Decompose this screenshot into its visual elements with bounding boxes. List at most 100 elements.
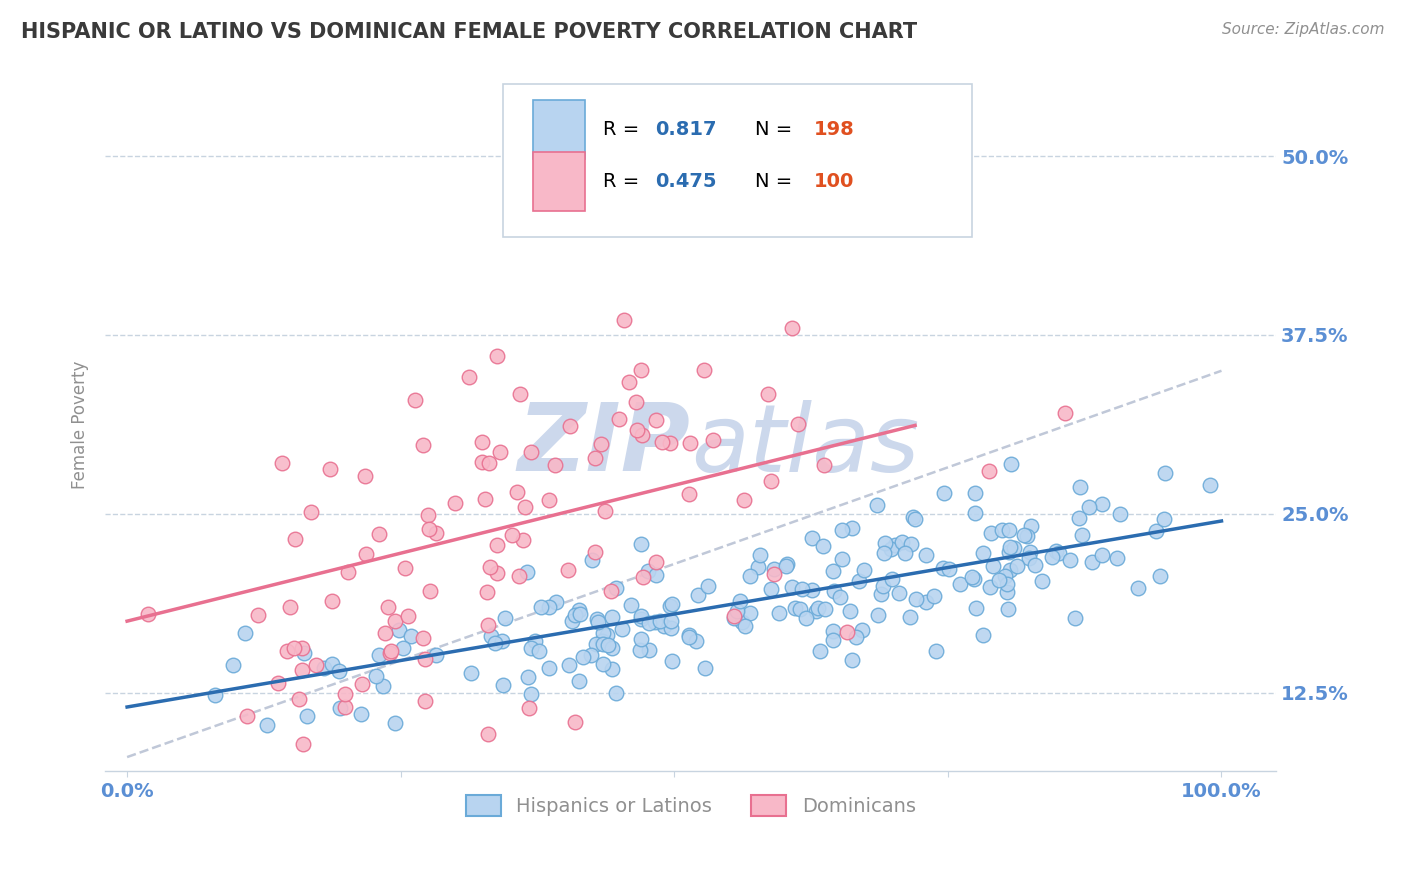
Point [1059, 553, 1081, 567]
Point [297, 708, 319, 723]
Point [236, 709, 259, 723]
Point [564, 607, 586, 622]
Point [371, 679, 394, 693]
Point [291, 738, 314, 752]
Point [512, 533, 534, 547]
Point [564, 714, 586, 729]
Point [291, 664, 314, 678]
Point [312, 661, 335, 675]
Bar [533, 152, 585, 211]
Point [880, 542, 903, 557]
Point [659, 614, 682, 628]
Point [659, 621, 682, 635]
Point [319, 461, 342, 475]
Point [384, 614, 406, 628]
Point [804, 604, 827, 618]
Point [333, 699, 356, 714]
Bar [533, 100, 585, 159]
Point [661, 654, 683, 668]
Text: R =: R = [603, 172, 645, 191]
Point [650, 614, 672, 628]
Point [679, 436, 702, 450]
Point [1149, 568, 1171, 582]
Point [477, 618, 499, 632]
Point [987, 573, 1010, 587]
Point [1069, 480, 1091, 494]
Point [396, 609, 419, 624]
Point [579, 648, 602, 662]
Point [828, 590, 851, 604]
Point [1126, 581, 1149, 595]
Point [329, 701, 352, 715]
Point [278, 599, 301, 614]
Point [221, 658, 243, 673]
Point [845, 630, 868, 644]
Point [1018, 551, 1040, 566]
Point [569, 607, 592, 621]
Point [747, 559, 769, 574]
Point [696, 579, 718, 593]
Text: 0.817: 0.817 [655, 120, 717, 139]
Point [998, 545, 1021, 559]
Point [972, 546, 994, 560]
Text: 0.475: 0.475 [655, 172, 717, 191]
Point [963, 572, 986, 586]
Point [725, 604, 748, 618]
Point [276, 644, 298, 658]
Point [630, 537, 652, 551]
Point [1070, 528, 1092, 542]
Point [1040, 549, 1063, 564]
Point [558, 658, 581, 673]
Point [637, 642, 659, 657]
Point [790, 582, 813, 596]
Point [530, 600, 553, 615]
Point [1107, 550, 1129, 565]
Point [333, 687, 356, 701]
Point [997, 601, 1019, 615]
Point [678, 486, 700, 500]
Point [1015, 529, 1038, 543]
Point [350, 677, 373, 691]
Point [478, 456, 501, 470]
Point [283, 641, 305, 656]
Point [786, 417, 808, 431]
Point [561, 614, 583, 628]
Point [800, 583, 823, 598]
Point [605, 686, 627, 700]
Point [702, 434, 724, 448]
Point [572, 649, 595, 664]
Point [380, 644, 402, 658]
Point [568, 603, 591, 617]
Point [583, 545, 606, 559]
Point [491, 678, 513, 692]
Point [813, 458, 835, 472]
Point [256, 718, 278, 732]
Point [652, 618, 675, 632]
Point [592, 637, 614, 651]
Point [882, 572, 904, 586]
FancyBboxPatch shape [503, 85, 972, 237]
Point [458, 370, 481, 384]
Point [1090, 548, 1112, 562]
Text: N =: N = [755, 120, 799, 139]
Point [350, 707, 373, 722]
Point [925, 643, 948, 657]
Point [644, 615, 666, 630]
Point [506, 485, 529, 500]
Point [1144, 524, 1167, 539]
Point [415, 693, 437, 707]
Point [474, 492, 496, 507]
Point [586, 615, 609, 629]
Point [412, 438, 434, 452]
Point [873, 535, 896, 549]
Point [1019, 519, 1042, 533]
Text: Source: ZipAtlas.com: Source: ZipAtlas.com [1222, 22, 1385, 37]
Point [520, 445, 543, 459]
Point [873, 545, 896, 559]
Point [1049, 546, 1071, 560]
Point [823, 583, 845, 598]
Point [599, 583, 621, 598]
Y-axis label: Female Poverty: Female Poverty [72, 360, 89, 489]
Point [645, 568, 668, 582]
Point [508, 568, 530, 582]
